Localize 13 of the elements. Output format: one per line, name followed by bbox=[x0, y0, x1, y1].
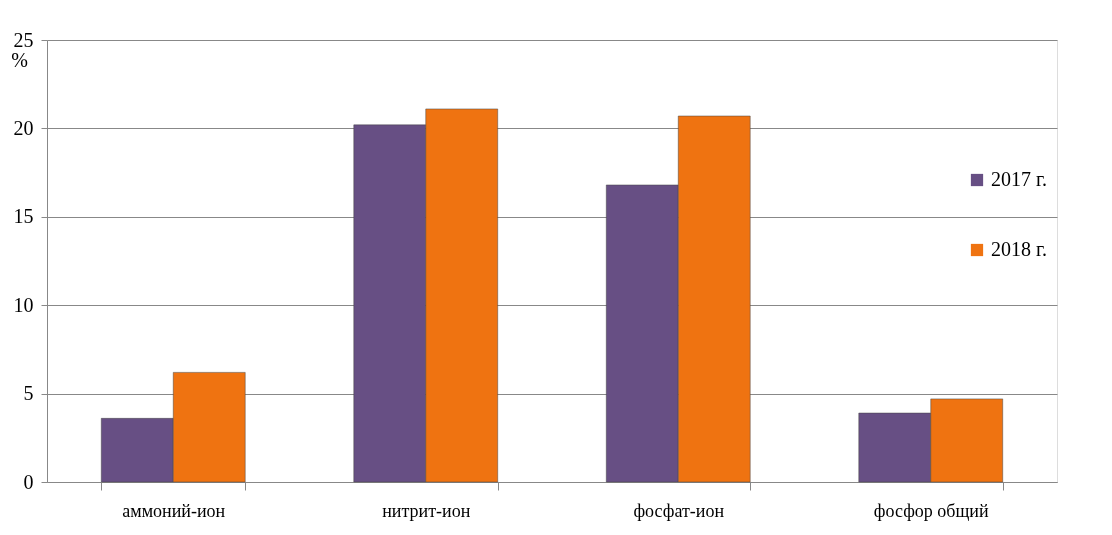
y-tick-label: 5 bbox=[23, 382, 34, 405]
x-tick-label: фосфор общий bbox=[873, 500, 989, 521]
x-tick-label: аммоний-ион bbox=[122, 500, 226, 521]
legend-label: 2018 г. bbox=[991, 238, 1047, 260]
y-tick-label: 20 bbox=[13, 116, 34, 139]
legend-label: 2017 г. bbox=[991, 168, 1047, 190]
y-axis-title: % bbox=[11, 48, 28, 71]
y-tick-label: 10 bbox=[13, 293, 34, 316]
y-tick-label: 15 bbox=[13, 205, 34, 228]
y-tick-label: 0 bbox=[23, 470, 34, 493]
y-tick-label: 25 bbox=[13, 28, 34, 51]
x-tick-label: нитрит-ион bbox=[382, 500, 471, 521]
x-tick-label: фосфат-ион bbox=[633, 500, 725, 521]
